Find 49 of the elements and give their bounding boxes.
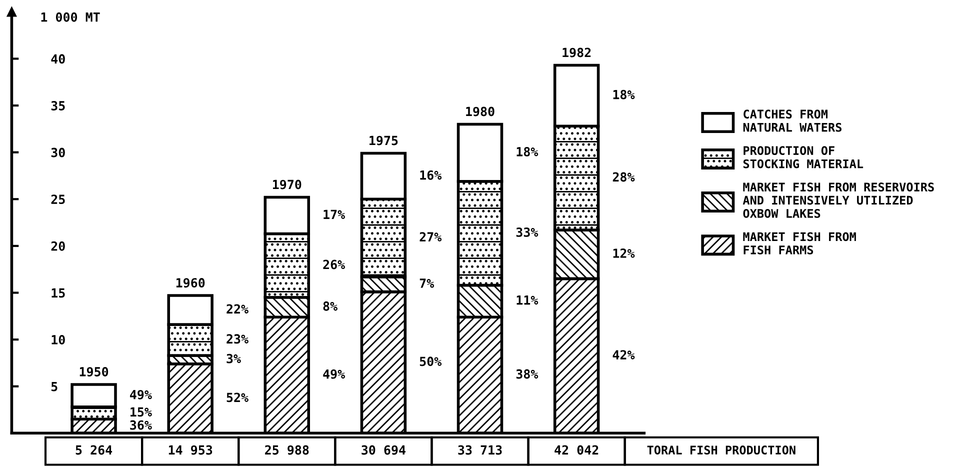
legend-label: MARKET FISH FROM RESERVOIRS AND INTENSIVELY UTILIZED OXBOW LAKES	[742, 182, 934, 218]
x-tick-label: 1950	[80, 366, 108, 377]
annotation: 16%	[420, 170, 442, 180]
annotation: 11%	[516, 296, 538, 305]
legend-label: CATCHES FROM NATURAL WATERS	[743, 110, 842, 132]
annotation: 50%	[420, 356, 442, 366]
x-tick-label: 1982	[562, 48, 591, 58]
annotation: 42%	[612, 350, 635, 360]
y-tick-label: 25	[51, 194, 65, 204]
annotation: 8%	[323, 301, 338, 311]
text: 33 713	[458, 445, 502, 455]
annotation: 27%	[420, 232, 442, 242]
annotation: 26%	[323, 260, 346, 270]
annotation: 33%	[516, 227, 538, 237]
annotation: 49%	[130, 390, 152, 400]
y-tick-label: 35	[51, 100, 65, 110]
text: 30 694	[362, 445, 406, 455]
annotation: 18%	[613, 90, 635, 100]
text: 25 988	[265, 445, 309, 455]
text: 14 953	[168, 445, 212, 455]
annotation: 7%	[420, 278, 434, 288]
x-tick-label: 1960	[176, 278, 205, 288]
annotation: 52%	[226, 392, 248, 402]
text: TORAL FISH PRODUCTION	[647, 446, 796, 454]
x-tick-label: 1970	[272, 180, 302, 190]
annotation: 38%	[516, 369, 538, 379]
x-tick-label: 1975	[370, 136, 398, 146]
annotation: 28%	[612, 172, 635, 182]
y-tick-label: 40	[51, 54, 65, 64]
legend-label: PRODUCTION OF STOCKING MATERIAL	[743, 146, 864, 168]
y-tick-label: 30	[51, 148, 65, 158]
annotation: 49%	[323, 369, 346, 379]
x-tick-label: 1980	[466, 106, 494, 116]
annotation: 22%	[226, 304, 248, 314]
annotation: 12%	[613, 248, 635, 258]
annotation: 3%	[226, 354, 241, 364]
y-tick-label: 10	[52, 335, 65, 344]
annotation: 18%	[516, 146, 538, 156]
annotation: 17%	[324, 210, 346, 219]
text: 42 042	[554, 445, 598, 455]
annotation: 36%	[130, 420, 152, 430]
y-tick-label: 5	[51, 382, 58, 392]
legend-label: MARKET FISH FROM FISH FARMS	[743, 232, 856, 254]
text: 5 264	[76, 445, 112, 455]
y-tick-label: 20	[51, 241, 65, 251]
y-tick-label: 15	[52, 288, 65, 298]
annotation: 23%	[226, 334, 248, 344]
annotation: 15%	[130, 407, 152, 417]
y-axis-title: 1 000 MT	[41, 12, 100, 22]
